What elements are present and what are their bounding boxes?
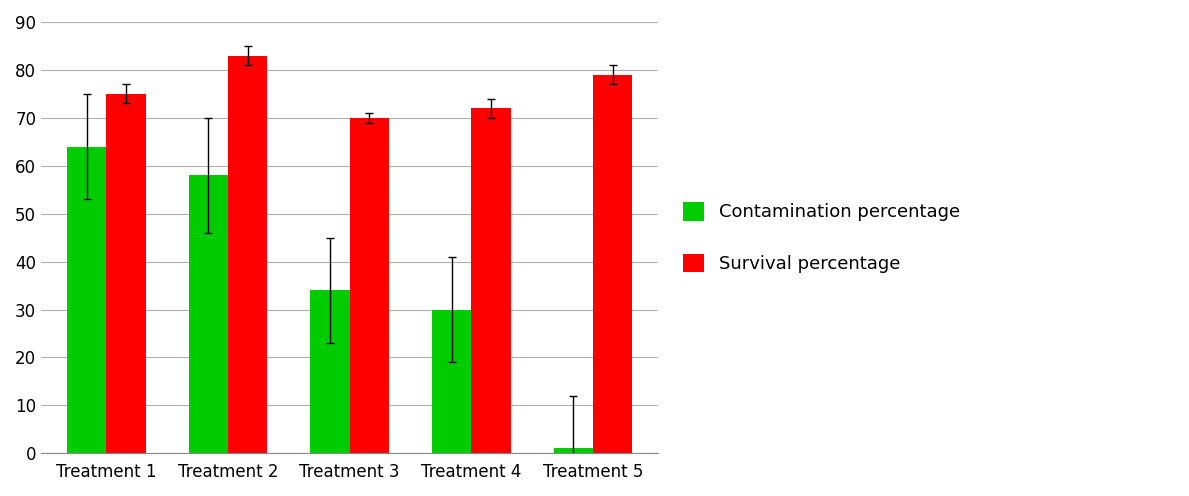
Legend: Contamination percentage, Survival percentage: Contamination percentage, Survival perce… [673, 193, 969, 282]
Bar [593, 75, 633, 453]
Bar [554, 448, 593, 453]
Bar [228, 56, 268, 453]
Bar [350, 118, 389, 453]
Bar [310, 290, 350, 453]
Bar [189, 176, 228, 453]
Bar [471, 108, 510, 453]
Bar [432, 310, 471, 453]
Bar [67, 147, 107, 453]
Bar [107, 94, 146, 453]
